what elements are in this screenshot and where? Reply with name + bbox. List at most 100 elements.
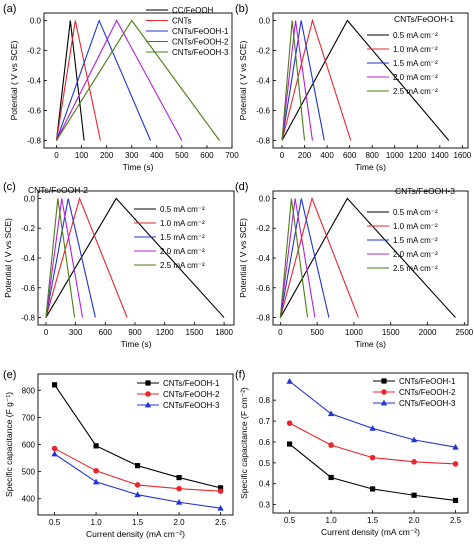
x-tick-label: 600 — [200, 151, 214, 160]
x-tick-label: 300 — [125, 151, 139, 160]
series-line-2 — [279, 196, 359, 318]
y-tick-label: -0.6 — [256, 107, 270, 116]
y-axis-label: Potential ( V vs SCE) — [3, 218, 13, 298]
series-line-3 — [45, 198, 96, 318]
data-point — [92, 478, 100, 485]
legend-marker — [380, 399, 388, 406]
x-tick-label: 100 — [75, 151, 89, 160]
y-tick-label: 700 — [22, 413, 36, 422]
x-tick-label: 900 — [128, 328, 142, 337]
series-line-1 — [55, 20, 85, 141]
legend-label: CNTs/FeOOH-3 — [172, 48, 229, 57]
y-axis-label: Potential ( V vs SCE) — [238, 40, 248, 120]
data-point — [134, 463, 141, 469]
series-line-5 — [281, 20, 306, 141]
panel-c: 0 300 600 900 1200 1500 1800 0.0 -0.2 -0.4 -0.6 -0.… — [3, 181, 235, 349]
x-tick-label: 2.0 — [174, 518, 186, 527]
legend-label: 2.5 mA cm⁻² — [393, 87, 438, 96]
y-tick-label: -0.8 — [27, 137, 41, 146]
data-point — [452, 497, 459, 504]
data-point — [410, 436, 418, 443]
legend-label: 0.5 mA cm⁻² — [160, 205, 205, 214]
y-tick-label: 500 — [22, 468, 36, 477]
data-point — [134, 491, 141, 498]
x-tick-label: 300 — [69, 328, 83, 337]
data-point — [51, 382, 58, 388]
data-point — [369, 425, 376, 431]
y-tick-label: 0.3 — [259, 501, 271, 510]
y-tick-label: -0.6 — [27, 107, 41, 116]
y-tick-label: 400 — [22, 495, 36, 504]
y-tick-label: -0.2 — [256, 224, 270, 233]
legend-label: 1.5 mA cm⁻² — [393, 59, 438, 68]
y-tick-label: -0.4 — [27, 77, 41, 86]
y-tick-label: 0.4 — [259, 480, 271, 489]
data-point — [327, 410, 335, 417]
data-point — [176, 474, 182, 481]
y-tick-label: -0.2 — [21, 224, 35, 233]
data-point — [411, 492, 417, 498]
legend-label: 2.5 mA cm⁻² — [160, 261, 205, 270]
x-tick-label: 200 — [298, 151, 312, 160]
legend-label: 1.0 mA cm⁻² — [393, 222, 438, 231]
y-tick-label: 0.5 — [259, 459, 271, 468]
x-axis-label: Time (s) — [355, 339, 386, 349]
x-tick-label: 1.0 — [91, 518, 103, 527]
legend-label: CNTs/FeOOH-3 — [163, 401, 220, 410]
legend-label: 1.5 mA cm⁻² — [393, 236, 438, 245]
x-tick-label: 400 — [320, 151, 334, 160]
legend-marker — [381, 378, 387, 384]
y-tick-label: -0.6 — [21, 284, 35, 293]
plot-frame — [272, 190, 469, 326]
x-tick-label: 600 — [99, 328, 113, 337]
x-tick-label: 0.5 — [49, 518, 61, 527]
legend-label: CC/FeOOH — [172, 6, 214, 15]
panel-label: (d) — [235, 181, 248, 193]
data-point — [369, 454, 376, 461]
series-line-2 — [55, 20, 101, 141]
data-point — [369, 486, 376, 492]
series-line-4 — [56, 19, 183, 141]
data-point — [134, 482, 141, 488]
legend-label: CNTs/FeOOH-2 — [163, 390, 220, 399]
data-point — [217, 485, 224, 491]
x-tick-label: 1200 — [156, 328, 174, 337]
legend-marker — [381, 389, 387, 395]
y-axis-label: Specific capacitance (F g⁻¹) — [4, 392, 14, 497]
data-point — [51, 445, 58, 452]
x-tick-label: 1200 — [408, 151, 426, 160]
series-line-1 — [289, 443, 456, 502]
y-tick-label: 0.7 — [259, 417, 271, 426]
panel-title: CNTs/FeOOH-1 — [394, 14, 454, 24]
y-tick-label: -0.2 — [27, 47, 41, 56]
y-tick-label: 0.0 — [24, 194, 36, 203]
series-line-5 — [279, 198, 309, 318]
legend-label: 1.0 mA cm⁻² — [160, 219, 205, 228]
y-tick-label: 0.0 — [259, 17, 271, 26]
data-point — [217, 488, 224, 494]
legend-label: 0.5 mA cm⁻² — [393, 208, 438, 217]
legend-label: 1.0 mA cm⁻² — [393, 45, 438, 54]
x-tick-label: 500 — [310, 328, 324, 337]
y-tick-label: 600 — [22, 441, 36, 450]
x-tick-label: 2000 — [419, 328, 437, 337]
y-tick-label: 0.0 — [259, 194, 271, 203]
y-tick-label: -0.4 — [256, 254, 270, 263]
x-axis-label: Current density (mA cm⁻²) — [86, 529, 185, 539]
y-tick-label: 800 — [22, 386, 36, 395]
x-tick-label: 2.5 — [215, 518, 227, 527]
x-tick-label: 500 — [175, 151, 189, 160]
x-tick-label: 0 — [280, 151, 285, 160]
panel-f: 0.5 1.0 1.5 2.0 2.5 0.3 0.4 0.5 0.6 0.7 0.8 Current… — [235, 369, 469, 537]
y-tick-label: -0.8 — [21, 314, 35, 323]
panel-e: 0.5 1.0 1.5 2.0 2.5 400 500 600 700 800 Current de… — [3, 369, 234, 539]
x-tick-label: 1.5 — [132, 518, 144, 527]
x-tick-label: 600 — [343, 151, 357, 160]
x-tick-label: 0 — [278, 328, 283, 337]
x-tick-label: 0 — [54, 151, 59, 160]
data-point — [175, 498, 183, 505]
x-tick-label: 700 — [225, 151, 239, 160]
y-axis-label: Specific capacitance (F cm⁻²) — [239, 387, 249, 499]
y-axis-label: Potential ( V vs SCE) — [9, 40, 19, 120]
